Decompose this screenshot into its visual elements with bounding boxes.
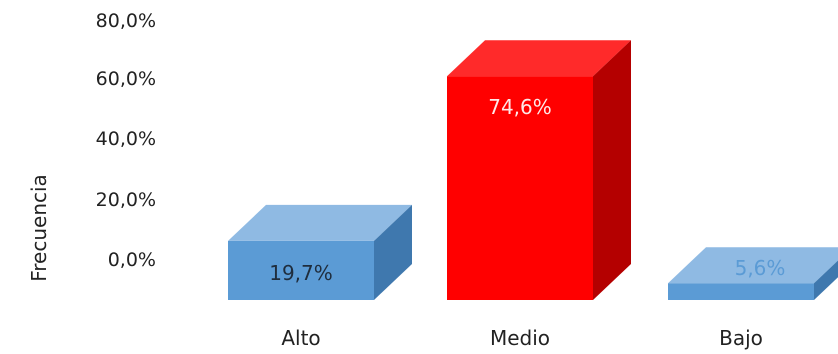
bar-top	[228, 204, 412, 241]
x-tick-label: Bajo	[719, 326, 763, 350]
bar-medio: 74,6%	[447, 40, 631, 300]
bars-group: 19,7% 74,6% 5,6%	[228, 40, 838, 300]
data-label: 5,6%	[735, 256, 786, 280]
data-label: 19,7%	[269, 261, 333, 285]
data-label: 74,6%	[488, 95, 552, 119]
x-tick-label: Medio	[490, 326, 550, 350]
bar-side	[593, 40, 631, 300]
bar-bajo: 5,6%	[668, 247, 838, 300]
y-tick-label: 60,0%	[96, 68, 156, 90]
bar-front	[447, 76, 593, 300]
y-tick-label: 0,0%	[108, 249, 156, 271]
bar-side	[814, 260, 838, 300]
y-tick-label: 40,0%	[96, 128, 156, 150]
bar-top	[447, 40, 631, 77]
bar-side	[374, 204, 412, 300]
x-tick-label: Alto	[281, 326, 320, 350]
bar-alto: 19,7%	[228, 204, 412, 300]
y-axis: 80,0% 60,0% 40,0% 20,0% 0,0%	[96, 10, 156, 271]
x-axis: Alto Medio Bajo	[281, 326, 763, 350]
bar-front	[668, 283, 814, 300]
bar-front	[228, 240, 374, 300]
y-tick-label: 20,0%	[96, 189, 156, 211]
y-axis-label: Frecuencia	[27, 174, 51, 282]
bar-top	[668, 247, 838, 284]
y-tick-label: 80,0%	[96, 10, 156, 32]
